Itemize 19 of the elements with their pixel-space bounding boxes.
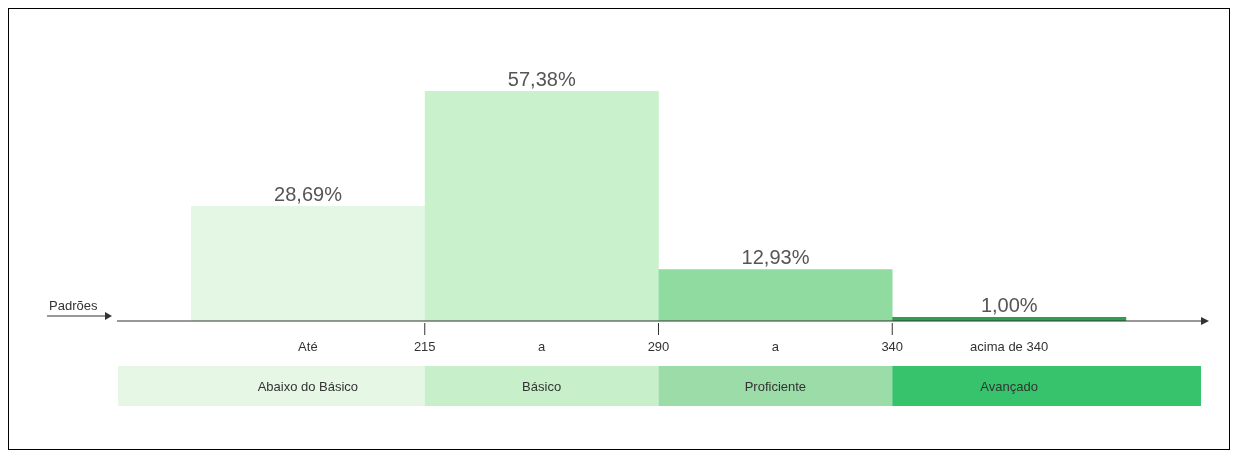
text: a	[538, 339, 547, 354]
text: 340	[881, 339, 904, 354]
data-label: 12,93%	[741, 246, 810, 269]
text: 215	[413, 339, 436, 354]
text: a	[771, 339, 780, 354]
text: Até	[298, 339, 318, 354]
bar	[658, 269, 893, 321]
bar	[191, 206, 425, 321]
bar	[424, 91, 659, 321]
data-label: 1,00%	[980, 293, 1038, 316]
text: acima de 340	[970, 339, 1049, 354]
x-tick-label: Básico	[522, 379, 562, 394]
x-tick-label: Avançado	[980, 379, 1038, 394]
x-tick-label: Proficiente	[744, 379, 807, 394]
x-tick-label: Abaixo do Básico	[257, 379, 359, 394]
text: Padrões	[49, 298, 98, 313]
text: 290	[647, 339, 670, 354]
data-label: 28,69%	[274, 183, 343, 205]
data-label: 57,38%	[507, 68, 576, 90]
